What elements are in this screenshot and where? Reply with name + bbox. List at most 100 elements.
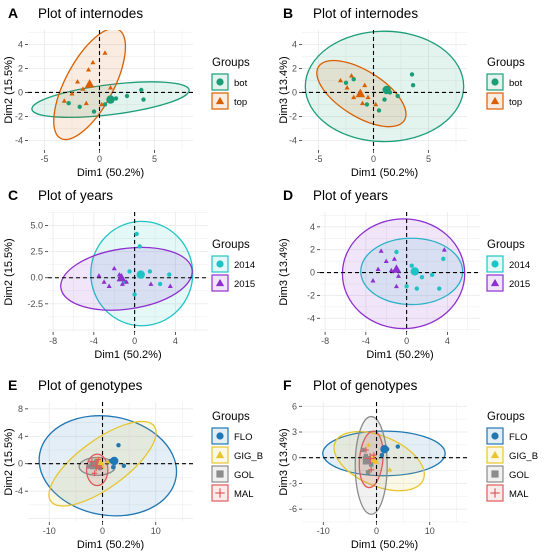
legend-marker [216, 470, 224, 478]
x-tick-label: -8 [321, 336, 329, 346]
group-mean-point [391, 264, 402, 273]
data-point [85, 67, 92, 72]
data-point [368, 466, 375, 473]
data-point [147, 269, 153, 274]
legend-label: MAL [234, 489, 254, 500]
x-tick-label: 5 [152, 154, 157, 164]
legend-title: Groups [212, 239, 250, 251]
y-tick-label: 3 [292, 427, 297, 437]
plot-content [320, 212, 480, 332]
legend-marker [215, 278, 225, 287]
data-point [148, 281, 154, 286]
legend-key-2015 [211, 274, 229, 292]
y-tick-label: -4 [307, 313, 315, 323]
y-tick-label: 2 [310, 245, 315, 255]
y-tick-label: -4 [15, 486, 23, 496]
x-tick-label: -4 [362, 336, 370, 346]
x-tick-label: 10 [151, 526, 161, 536]
data-point [101, 279, 107, 284]
data-point [121, 463, 127, 468]
panel-b: B Plot of internodes -5 0 5 -4 -2 0 2 4 Dim1 (50.2… [278, 5, 525, 179]
legend-label: MAL [509, 489, 529, 500]
data-point [391, 256, 397, 261]
data-point [74, 79, 81, 84]
legend-marker [490, 278, 500, 287]
legend-marker [490, 96, 500, 105]
panel-d: D Plot of years -8 -4 0 4 -4 -2 0 2 4 Dim1 (50.2%) D… [278, 187, 530, 361]
plot-title: Plot of internodes [313, 6, 418, 21]
y-tick-label: 8 [18, 404, 23, 414]
legend-key-bot [211, 73, 229, 91]
legend-key-bot [486, 73, 504, 91]
y-axis-label: Dim3 (13.4%) [278, 428, 290, 495]
legend-key-2015 [486, 274, 504, 292]
legend-key-flo [211, 427, 229, 445]
legend-marker [216, 432, 224, 440]
legend-key-top [211, 92, 229, 110]
y-axis-label: Dim3 (13.4%) [278, 56, 290, 123]
legend-label: 2015 [234, 279, 255, 290]
data-point [344, 85, 350, 90]
data-point [127, 269, 132, 274]
confidence-ellipse-bot [304, 30, 465, 143]
group-mean-point [110, 456, 119, 466]
y-tick-label: 5.0 [30, 221, 43, 231]
confidence-ellipse-2015 [341, 218, 466, 330]
legend-key-2014 [486, 255, 504, 273]
data-point [167, 272, 172, 277]
group-mean-point [355, 88, 366, 98]
panel-c: C Plot of years -8 -4 0 4 -2.5 0.0 2.5 5.0 Dim1 (5… [3, 187, 255, 361]
x-tick-label: 4 [173, 336, 178, 346]
data-point [351, 94, 357, 100]
plot-content [28, 30, 193, 150]
data-point [410, 83, 416, 88]
legend-key-mal [211, 484, 229, 502]
data-point [137, 244, 142, 249]
data-point [124, 93, 130, 99]
data-point [119, 281, 125, 286]
y-tick-label: 4 [18, 431, 23, 441]
data-point [89, 458, 95, 465]
y-tick-label: -2 [307, 290, 315, 300]
data-point [348, 73, 355, 78]
legend-marker [216, 78, 224, 86]
y-tick-label: 0 [292, 453, 297, 463]
legend-key-flo [486, 427, 504, 445]
legend-title: Groups [487, 411, 525, 423]
legend-marker [491, 260, 499, 268]
data-point [366, 442, 372, 447]
data-point [414, 286, 420, 291]
y-tick-label: 4 [18, 39, 23, 49]
plot-title: Plot of internodes [38, 6, 143, 21]
data-point [382, 97, 387, 102]
data-point [409, 72, 415, 77]
data-point [102, 50, 108, 55]
group-mean-point [90, 460, 102, 472]
x-axis-label: Dim1 (50.2%) [77, 167, 144, 179]
data-point [365, 94, 371, 100]
group-mean-point [116, 272, 127, 282]
plot-title: Plot of years [313, 188, 388, 203]
y-tick-label: -4 [289, 135, 297, 145]
confidence-ellipse-2015 [60, 246, 193, 311]
legend-label: 2014 [509, 260, 530, 271]
data-point [91, 470, 98, 477]
data-point [95, 456, 102, 463]
data-point [69, 91, 75, 96]
legend-key-2014 [211, 255, 229, 273]
data-point [83, 100, 89, 106]
data-point [363, 453, 369, 459]
legend-key-gol [486, 465, 504, 483]
legend-label: GIG_B [509, 451, 538, 462]
data-point [99, 101, 105, 107]
group-mean-point [364, 453, 376, 465]
data-point [364, 102, 370, 107]
x-axis-label: Dim1 (50.2%) [351, 539, 418, 551]
x-axis-label: Dim1 (50.2%) [94, 349, 161, 361]
legend-label: GOL [234, 470, 254, 481]
data-point [61, 98, 67, 103]
data-point [102, 102, 108, 107]
y-axis-label: Dim2 (15.5%) [3, 56, 15, 123]
legend-key-gig_b [211, 446, 229, 464]
